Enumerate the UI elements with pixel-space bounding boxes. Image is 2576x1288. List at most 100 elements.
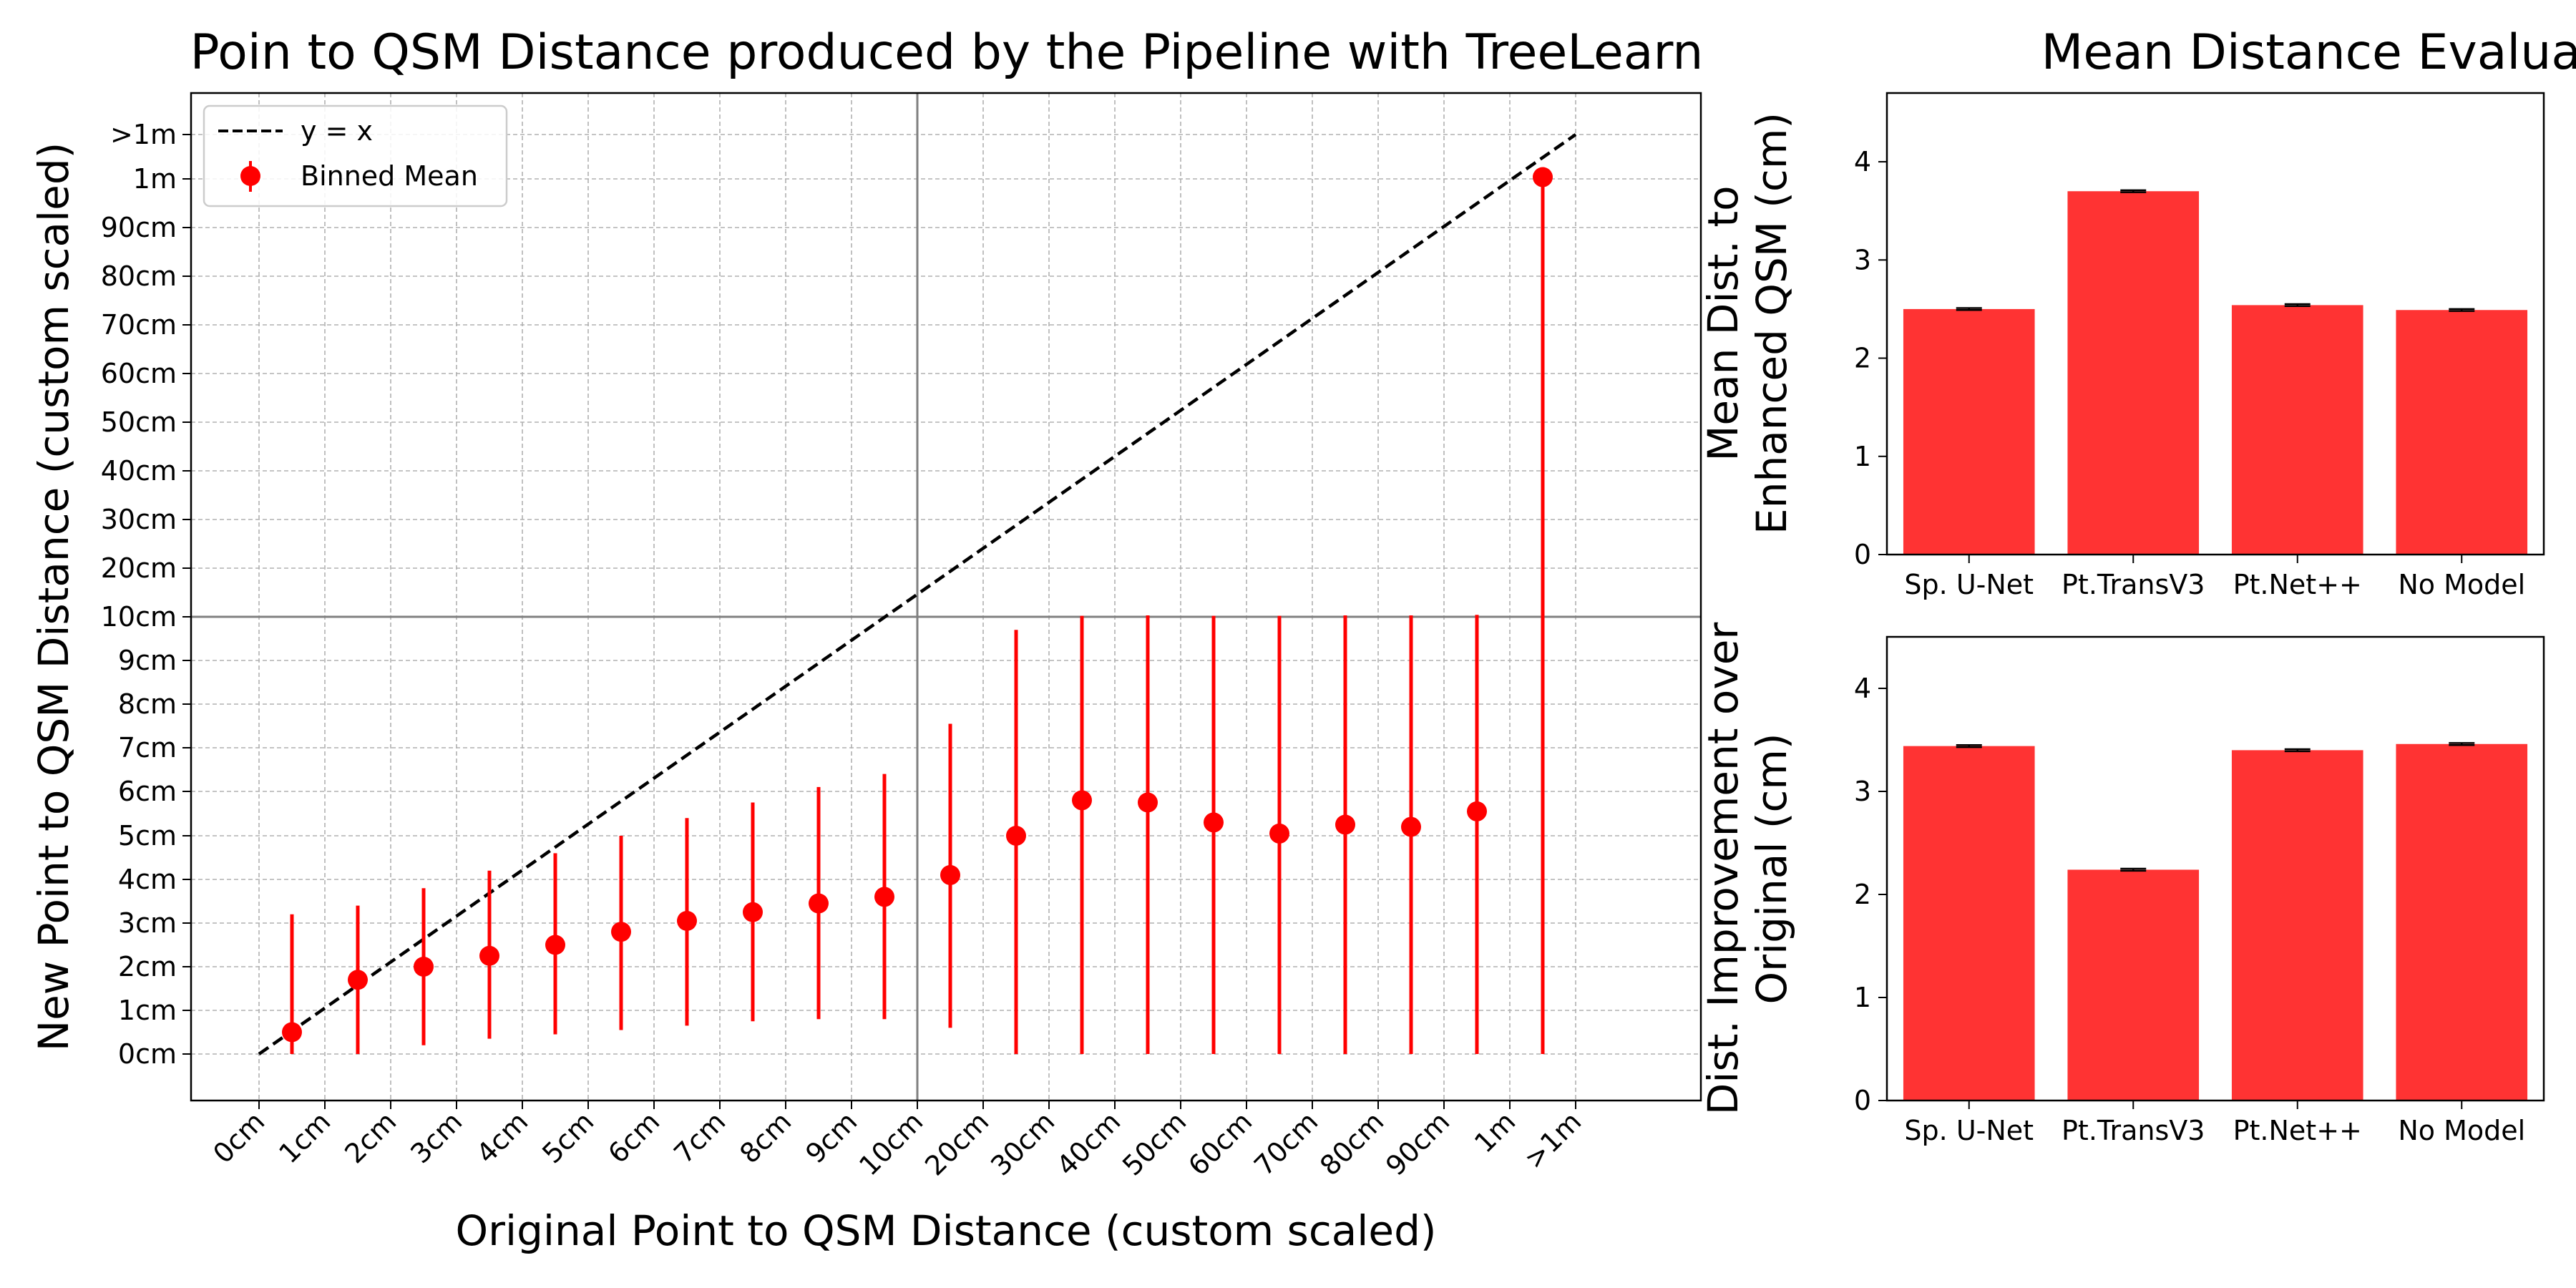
y-tick-label: 60cm [101, 358, 177, 389]
data-point [1269, 823, 1289, 844]
bar [2396, 743, 2528, 1101]
y-tick-label: 1 [1854, 441, 1871, 472]
scatter-chart: Poin to QSM Distance produced by the Pip… [29, 24, 1703, 1255]
y-tick-label: 20cm [101, 552, 177, 584]
y-tick-label: 2 [1854, 343, 1871, 374]
y-axis-label-line: Dist. Improvement over [1699, 623, 1747, 1116]
y-axis-label-text: Dist. Improvement overOriginal (cm) [1699, 623, 1796, 1116]
legend-label-reference: y = x [301, 115, 373, 147]
x-tick-label: Sp. U-Net [1904, 569, 2034, 600]
y-tick-label: 3 [1854, 244, 1871, 275]
x-tick-label: Pt.Net++ [2233, 1115, 2362, 1146]
y-tick-label: 90cm [101, 212, 177, 243]
x-tick-label: 50cm [1116, 1106, 1192, 1181]
bars [1903, 742, 2528, 1101]
y-tick-label: 0cm [118, 1038, 177, 1070]
x-tick-label: 0cm [207, 1106, 270, 1169]
grid [191, 93, 1701, 1101]
y-axis-label: Mean Dist. toEnhanced QSM (cm) [1699, 112, 1796, 535]
y-tick-label: 40cm [101, 455, 177, 487]
y-tick-labels: 0cm 1cm 2cm 3cm 4cm 5cm 6cm 7cm 8cm 9cm 10cm 20cm 30… [101, 119, 191, 1070]
chart-title: Mean Distance Evaluation [2041, 24, 2576, 81]
data-marks [282, 167, 1553, 1054]
data-point [743, 902, 763, 922]
x-tick-label: No Model [2398, 569, 2525, 600]
y-tick-label: 0 [1854, 539, 1871, 570]
bar [2396, 310, 2528, 555]
data-point [940, 864, 960, 885]
y-tick-label: 4cm [118, 864, 177, 895]
data-point [1138, 792, 1158, 813]
x-tick-label: 90cm [1380, 1106, 1455, 1181]
x-tick-label: 2cm [338, 1106, 402, 1169]
y-tick-label: 30cm [101, 504, 177, 535]
y-tick-label: 2 [1854, 879, 1871, 910]
y-tick-label: 8cm [118, 688, 177, 720]
x-tick-label: >1m [1518, 1106, 1587, 1175]
data-point [1335, 814, 1355, 835]
data-point [1204, 812, 1224, 833]
bar [2231, 305, 2363, 555]
data-point [677, 910, 697, 931]
y-tick-label: 9cm [118, 645, 177, 676]
x-tick-label: 30cm [985, 1106, 1060, 1181]
y-tick-label: 1cm [118, 995, 177, 1026]
data-point [809, 893, 829, 914]
y-tick-label: >1m [110, 119, 177, 150]
data-point [1467, 801, 1487, 821]
tick-labels: Sp. U-Net Pt.TransV3 Pt.Net++ No Model 0 1 2 3 4 [1854, 146, 2525, 600]
bar [1903, 746, 2035, 1101]
data-point [611, 922, 631, 942]
data-point [282, 1022, 302, 1043]
y-tick-label: 2cm [118, 951, 177, 982]
data-point [545, 935, 565, 955]
y-tick-label: 1m [133, 163, 177, 195]
y-tick-label: 5cm [118, 820, 177, 852]
reference-line-y-equals-x [258, 133, 1577, 1055]
data-point [1006, 826, 1026, 846]
y-axis-label-line: Original (cm) [1747, 733, 1796, 1004]
plot-frame [1885, 92, 2545, 556]
x-tick-label: Pt.TransV3 [2062, 1115, 2205, 1146]
x-tick-label: 8cm [733, 1106, 797, 1169]
bar [2067, 191, 2200, 555]
data-point [348, 970, 368, 990]
y-tick-label: 1 [1854, 982, 1871, 1013]
y-tick-label: 4 [1854, 146, 1871, 177]
y-axis-label-line: Mean Dist. to [1699, 185, 1747, 461]
data-point [1072, 790, 1092, 811]
x-tick-label: 40cm [1050, 1106, 1126, 1181]
x-tick-label: 4cm [470, 1106, 534, 1169]
bar-chart-mean-distance: Mean Distance Evaluation Sp. U-Net Pt.Tra… [1699, 24, 2576, 600]
y-tick-label: 7cm [118, 732, 177, 763]
x-axis-label: Original Point to QSM Distance (custom s… [455, 1206, 1436, 1255]
chart-title: Poin to QSM Distance produced by the Pip… [190, 24, 1704, 81]
legend-swatch-marker [240, 166, 260, 186]
y-tick-label: 70cm [101, 309, 177, 341]
x-tick-label: 70cm [1248, 1106, 1324, 1181]
x-tick-label: 7cm [668, 1106, 731, 1169]
data-point [1533, 167, 1553, 187]
bar [2231, 750, 2363, 1101]
y-tick-label: 80cm [101, 260, 177, 292]
data-point [874, 887, 894, 907]
reference-lines [191, 93, 1701, 1101]
legend-label-series: Binned Mean [301, 160, 478, 192]
y-tick-label: 0 [1854, 1085, 1871, 1116]
bars [1903, 189, 2528, 555]
bar [2067, 869, 2200, 1101]
y-tick-label: 50cm [101, 406, 177, 438]
x-tick-label: 1m [1468, 1106, 1521, 1158]
x-tick-label: 20cm [919, 1106, 995, 1181]
tick-labels: Sp. U-Net Pt.TransV3 Pt.Net++ No Model 0 1 2 3 4 [1854, 673, 2525, 1146]
y-axis-label: New Point to QSM Distance (custom scaled… [29, 142, 78, 1052]
legend: y = x Binned Mean [203, 104, 508, 208]
x-tick-label: 3cm [404, 1106, 468, 1169]
bar-chart-improvement: Sp. U-Net Pt.TransV3 Pt.Net++ No Model 0 1 2 3 4… [1699, 623, 2545, 1146]
x-tick-label: Pt.Net++ [2233, 569, 2362, 600]
x-tick-label: 60cm [1182, 1106, 1258, 1181]
y-tick-label: 3cm [118, 907, 177, 939]
x-tick-label: 6cm [602, 1106, 665, 1169]
x-tick-label: Sp. U-Net [1904, 1115, 2034, 1146]
